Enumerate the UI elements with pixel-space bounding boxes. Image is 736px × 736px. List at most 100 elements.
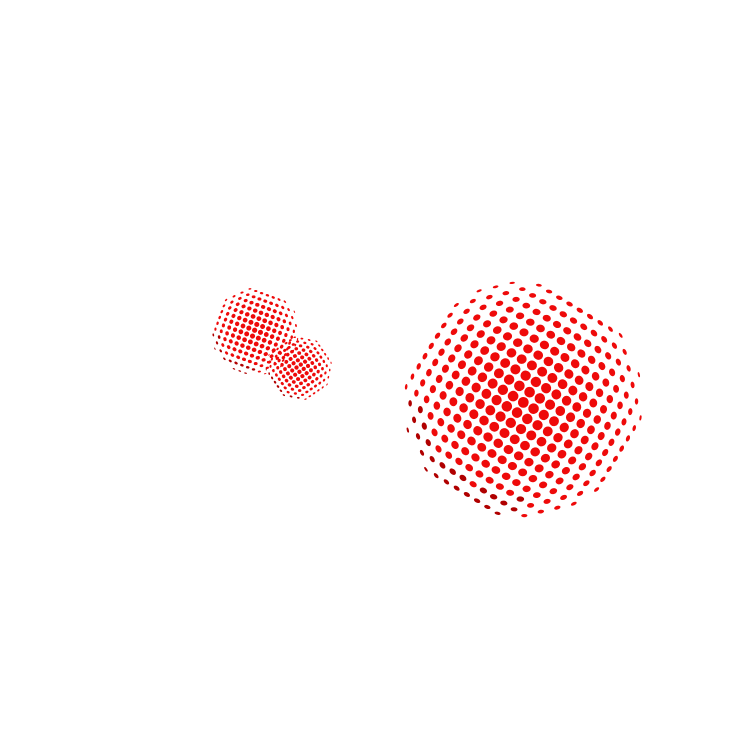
small-back-sphere-dot (269, 301, 273, 305)
large-sphere-dot (493, 368, 504, 379)
small-back-sphere-dot (265, 346, 271, 351)
small-front-sphere-dot (305, 363, 311, 369)
large-sphere-dot (611, 342, 618, 349)
small-back-sphere-dot (218, 315, 221, 320)
large-sphere-dot (476, 289, 482, 293)
large-sphere-dot (578, 392, 588, 402)
large-sphere-dot (577, 349, 586, 358)
large-sphere-dot (443, 479, 450, 485)
large-sphere-dot (453, 485, 460, 491)
large-sphere-dot (574, 375, 584, 385)
small-back-sphere-dot (271, 296, 275, 299)
small-back-sphere-dot (260, 304, 266, 309)
small-back-sphere-dot (232, 327, 238, 332)
large-sphere-dot (581, 365, 590, 375)
large-sphere-dot (420, 379, 426, 387)
small-front-sphere-dot (312, 372, 316, 377)
small-front-sphere-dot (288, 375, 293, 380)
large-sphere-dot (473, 426, 483, 436)
large-sphere-dot (526, 430, 537, 441)
large-sphere-dot (469, 409, 479, 420)
small-back-sphere-dot (286, 327, 290, 332)
large-sphere-dot (429, 385, 437, 394)
small-back-sphere-dot (292, 329, 295, 334)
small-front-sphere-dot (271, 376, 274, 380)
large-sphere-dot (501, 472, 511, 481)
large-sphere-dot (483, 320, 492, 328)
large-sphere-dot (434, 332, 441, 339)
small-back-sphere-dot (253, 341, 259, 347)
large-sphere-dot (500, 500, 508, 506)
small-back-sphere-dot (212, 333, 215, 337)
small-back-sphere-dot (230, 353, 235, 357)
small-front-sphere-dot (316, 351, 320, 355)
large-sphere-dot (557, 379, 568, 390)
small-front-sphere-dot (322, 378, 326, 382)
large-sphere-dot (460, 334, 469, 342)
large-sphere-dot (464, 350, 473, 359)
large-sphere-dot (455, 457, 463, 466)
large-sphere-dot (485, 476, 494, 484)
large-sphere-dot (492, 285, 499, 289)
large-sphere-dot (439, 462, 446, 469)
large-sphere-dot (573, 333, 582, 341)
large-sphere-dot (621, 418, 627, 426)
small-back-sphere-dot (252, 327, 258, 333)
large-sphere-dot (544, 399, 556, 410)
small-front-sphere-dot (268, 353, 270, 356)
small-front-sphere-dot (326, 383, 328, 386)
small-front-sphere-dot (304, 352, 309, 357)
small-front-sphere-dot (315, 377, 319, 381)
large-sphere-dot (561, 395, 572, 406)
small-front-sphere-dot (291, 343, 296, 346)
small-front-sphere-dot (270, 357, 273, 361)
small-back-sphere-dot (282, 319, 287, 324)
large-sphere-dot (557, 449, 567, 459)
large-sphere-dot (453, 302, 459, 308)
small-back-sphere-dot (240, 323, 246, 329)
large-sphere-dot (494, 511, 501, 515)
small-front-sphere-dot (269, 364, 272, 368)
small-front-sphere-dot (324, 371, 327, 375)
small-front-sphere-dot (274, 354, 278, 358)
small-back-sphere-dot (251, 368, 256, 371)
large-sphere-dot (481, 459, 490, 468)
large-sphere-dot (537, 509, 545, 514)
large-sphere-dot (601, 336, 608, 343)
large-sphere-dot (630, 381, 635, 389)
large-sphere-dot (515, 424, 527, 435)
large-sphere-dot (608, 326, 613, 332)
large-sphere-dot (551, 389, 562, 400)
small-back-sphere-dot (261, 358, 266, 362)
small-front-sphere-dot (268, 372, 271, 375)
small-back-sphere-dot (232, 347, 237, 352)
small-front-sphere-dot (325, 364, 328, 368)
large-sphere-dot (570, 501, 577, 506)
small-back-sphere-dot (227, 325, 232, 330)
large-sphere-dot (626, 365, 631, 372)
small-front-sphere-dot (300, 374, 305, 379)
small-front-sphere-dot (297, 369, 302, 374)
large-sphere-dot (437, 418, 445, 427)
small-front-sphere-dot (322, 359, 326, 364)
small-back-sphere-dot (238, 370, 242, 372)
large-sphere-dot (537, 366, 548, 377)
large-sphere-dot (489, 310, 498, 317)
large-sphere (404, 281, 642, 518)
large-sphere-dot (609, 368, 616, 377)
large-sphere-dot (507, 461, 517, 471)
large-sphere-dot (449, 397, 458, 407)
small-back-sphere-dot (252, 308, 258, 313)
small-front-sphere-dot (298, 362, 303, 367)
small-back-sphere-dot (244, 372, 247, 374)
large-sphere-dot (473, 314, 481, 321)
large-sphere-dot (511, 407, 523, 418)
large-sphere-dot (450, 328, 458, 336)
large-sphere-dot (443, 407, 451, 417)
small-front-sphere-dot (310, 361, 315, 365)
small-back-sphere-dot (248, 319, 254, 325)
large-sphere-dot (453, 413, 462, 423)
large-sphere-dot (467, 366, 477, 376)
large-sphere-dot (539, 481, 548, 489)
large-sphere-dot (456, 318, 464, 325)
